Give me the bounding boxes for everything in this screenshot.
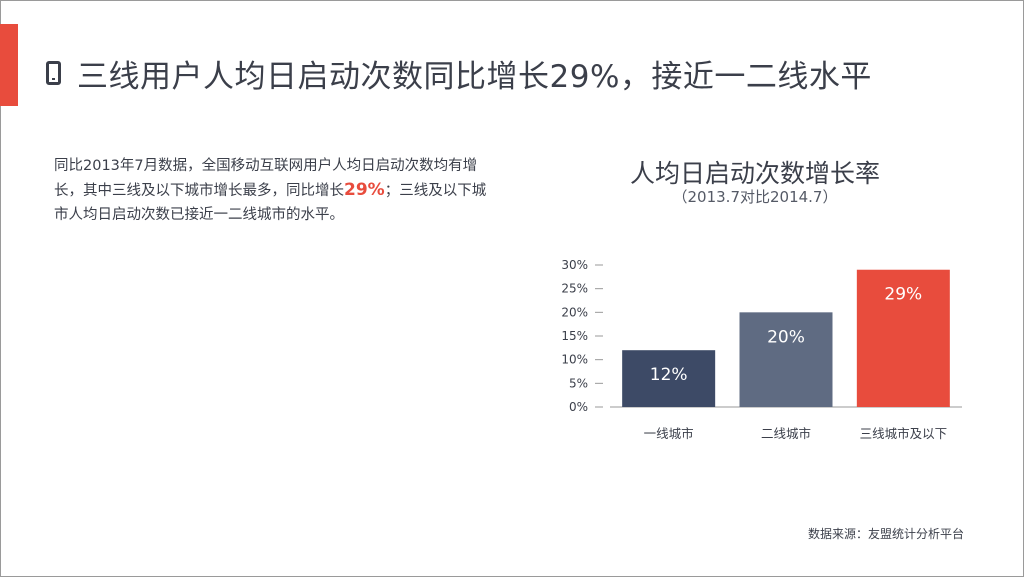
- slide-title: 三线用户人均日启动次数同比增长29%，接近一二线水平: [46, 48, 872, 98]
- mobile-phone-icon: [46, 61, 61, 85]
- description-text: 同比2013年7月数据，全国移动互联网用户人均日启动次数均有增长，其中三线及以下…: [54, 154, 494, 227]
- y-tick-label: 20%: [561, 305, 588, 319]
- data-label: 20%: [767, 327, 805, 347]
- category-label: 一线城市: [644, 426, 694, 441]
- data-label: 12%: [650, 365, 688, 385]
- category-label: 二线城市: [761, 426, 811, 441]
- desc-highlight: 29%: [344, 180, 385, 200]
- bar: [739, 312, 833, 407]
- y-tick-label: 0%: [569, 400, 588, 414]
- desc-after: ；三线及以下城市人均日启动次数已接近一二线城市的水平。: [54, 183, 487, 223]
- chart-subtitle: （2013.7对比2014.7）: [672, 188, 838, 206]
- y-tick-label: 5%: [569, 376, 588, 390]
- y-tick-label: 25%: [561, 282, 588, 296]
- bar: [856, 269, 950, 407]
- y-tick-label: 30%: [561, 258, 588, 272]
- data-label: 29%: [884, 285, 922, 305]
- bar-chart: 0% 5% 10% 15% 20% 25% 30% 12% 一线城市 20% 二线城市 29% 三线城市…: [561, 258, 962, 441]
- y-tick-label: 10%: [561, 353, 588, 367]
- slide-title-text: 三线用户人均日启动次数同比增长29%，接近一二线水平: [77, 58, 872, 95]
- data-source: 数据来源：友盟统计分析平台: [807, 527, 964, 541]
- desc-before: 同比2013年7月数据，全国移动互联网用户人均日启动次数均有增长，其中三线及以下…: [54, 158, 478, 199]
- bar: [622, 350, 716, 407]
- y-tick-label: 15%: [561, 329, 588, 343]
- chart-title: 人均日启动次数增长率: [629, 159, 880, 188]
- category-label: 三线城市及以下: [860, 426, 948, 441]
- accent-bar: [0, 24, 18, 106]
